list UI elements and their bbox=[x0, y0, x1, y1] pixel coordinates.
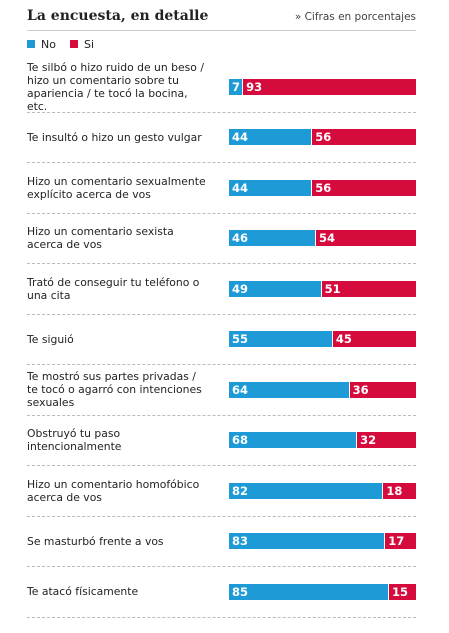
category-label: Hizo un comentario sexualmente explícito… bbox=[27, 174, 206, 201]
bar-segment: 32 bbox=[356, 432, 416, 449]
header: La encuesta, en detalle » Cifras en porc… bbox=[27, 8, 416, 31]
value-label: 18 bbox=[386, 483, 403, 498]
category-label: Obstruyó tu paso intencionalmente bbox=[27, 427, 122, 454]
value-label: 56 bbox=[315, 180, 332, 195]
legend-item: No bbox=[27, 38, 56, 51]
bar-segment: 51 bbox=[320, 280, 416, 297]
bar-track: 49 51 bbox=[229, 280, 416, 297]
value-label: 32 bbox=[360, 433, 377, 448]
legend-label: No bbox=[41, 38, 56, 51]
bar-track: 83 17 bbox=[229, 533, 416, 550]
row: Obstruyó tu paso intencionalmente 68 32 bbox=[27, 416, 416, 466]
row: Te mostró sus partes privadas / te tocó … bbox=[27, 365, 416, 416]
row: Te siguió 55 45 bbox=[27, 315, 416, 365]
bar-segment: 56 bbox=[311, 179, 416, 196]
category-label: Te mostró sus partes privadas / te tocó … bbox=[27, 370, 202, 410]
legend-swatch bbox=[69, 40, 78, 48]
value-label: 36 bbox=[352, 382, 369, 397]
category-label: Hizo un comentario homofóbico acerca de … bbox=[27, 477, 200, 504]
bar-segment: 45 bbox=[331, 331, 416, 348]
bar-segment: 44 bbox=[229, 129, 312, 146]
bar-track: 46 54 bbox=[229, 230, 416, 247]
bar-segment: 44 bbox=[229, 179, 312, 196]
value-label: 15 bbox=[391, 584, 408, 599]
bar-segment: 46 bbox=[229, 230, 316, 247]
row: Hizo un comentario sexista acerca de vos… bbox=[27, 214, 416, 264]
value-label: 46 bbox=[232, 231, 249, 246]
bar-track: 64 36 bbox=[229, 381, 416, 398]
bar-track: 68 32 bbox=[229, 432, 416, 449]
legend-label: Si bbox=[83, 38, 95, 51]
value-label: 17 bbox=[388, 534, 405, 549]
value-label: 56 bbox=[315, 130, 332, 145]
value-label: 49 bbox=[232, 281, 249, 296]
bar-segment: 7 bbox=[229, 78, 243, 95]
bar-segment: 68 bbox=[229, 432, 357, 449]
bar-track: 44 56 bbox=[229, 129, 416, 146]
bar-segment: 82 bbox=[229, 482, 383, 499]
value-label: 44 bbox=[232, 180, 249, 195]
plot: Te silbó o hizo ruido de un beso / hizo … bbox=[27, 60, 416, 618]
bar-track: 7 93 bbox=[229, 78, 416, 95]
bar-segment: 17 bbox=[384, 533, 416, 550]
category-label: Te atacó físicamente bbox=[27, 585, 139, 599]
value-label: 45 bbox=[335, 332, 352, 347]
value-label: 68 bbox=[232, 433, 249, 448]
bar-segment: 49 bbox=[229, 280, 321, 297]
bar-segment: 85 bbox=[229, 583, 388, 600]
bar-segment: 64 bbox=[229, 381, 349, 398]
bar-segment: 15 bbox=[387, 583, 416, 600]
row: Te insultó o hizo un gesto vulgar 44 56 bbox=[27, 113, 416, 163]
legend: No Si bbox=[27, 38, 94, 51]
value-label: 55 bbox=[232, 332, 249, 347]
bar-segment: 56 bbox=[311, 129, 416, 146]
row: Te atacó físicamente 85 15 bbox=[27, 567, 416, 618]
row: Te silbó o hizo ruido de un beso / hizo … bbox=[27, 60, 416, 113]
category-label: Se masturbó frente a vos bbox=[27, 534, 164, 548]
category-label: Te siguió bbox=[27, 332, 74, 346]
bar-segment: 36 bbox=[348, 381, 416, 398]
bar-segment: 55 bbox=[229, 331, 332, 348]
bar-track: 85 15 bbox=[229, 583, 416, 600]
bar-segment: 18 bbox=[382, 482, 416, 499]
value-label: 44 bbox=[232, 130, 249, 145]
bar-track: 44 56 bbox=[229, 179, 416, 196]
row: Trató de conseguir tu teléfono o una cit… bbox=[27, 264, 416, 315]
category-label: Hizo un comentario sexista acerca de vos bbox=[27, 225, 174, 252]
bar-track: 82 18 bbox=[229, 482, 416, 499]
legend-swatch bbox=[27, 40, 35, 48]
category-label: Te silbó o hizo ruido de un beso / hizo … bbox=[27, 60, 204, 113]
category-label: Trató de conseguir tu teléfono o una cit… bbox=[27, 275, 200, 302]
chart-title: La encuesta, en detalle bbox=[27, 8, 209, 24]
bar-segment: 83 bbox=[229, 533, 385, 550]
value-label: 93 bbox=[246, 79, 263, 94]
chart-subtitle: » Cifras en porcentajes bbox=[294, 11, 416, 23]
value-label: 82 bbox=[232, 483, 249, 498]
value-label: 54 bbox=[319, 231, 336, 246]
value-label: 85 bbox=[232, 584, 249, 599]
category-label: Te insultó o hizo un gesto vulgar bbox=[27, 130, 202, 144]
value-label: 51 bbox=[324, 281, 341, 296]
legend-item: Si bbox=[69, 38, 95, 51]
bar-segment: 54 bbox=[315, 230, 416, 247]
row: Hizo un comentario sexualmente explícito… bbox=[27, 163, 416, 214]
bar-segment: 93 bbox=[242, 78, 416, 95]
value-label: 83 bbox=[232, 534, 249, 549]
row: Hizo un comentario homofóbico acerca de … bbox=[27, 466, 416, 517]
value-label: 7 bbox=[232, 79, 241, 94]
bar-track: 55 45 bbox=[229, 331, 416, 348]
value-label: 64 bbox=[232, 382, 249, 397]
row: Se masturbó frente a vos 83 17 bbox=[27, 517, 416, 567]
